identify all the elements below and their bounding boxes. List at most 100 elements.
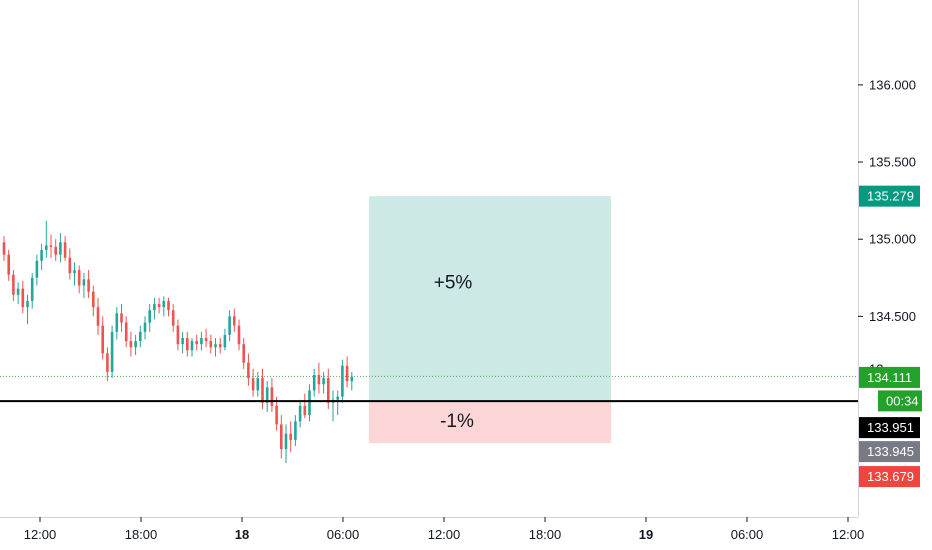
price-axis[interactable]: 136.000 135.500 135.000 134.500 (858, 77, 916, 324)
candle (157, 297, 161, 314)
candle-body (308, 390, 311, 416)
candle (270, 378, 274, 413)
candle (228, 310, 231, 342)
candle (237, 319, 241, 351)
candle-body (157, 304, 161, 308)
candle (148, 304, 151, 332)
candle-body (176, 325, 180, 345)
candle (134, 334, 137, 355)
candle (247, 353, 250, 386)
candle-body (200, 337, 203, 345)
candle (40, 243, 43, 271)
candle-body (186, 337, 189, 351)
candle (341, 359, 344, 403)
candle (30, 273, 34, 309)
candle-body (322, 378, 325, 385)
candle (308, 384, 311, 422)
candle (171, 304, 175, 332)
candle (275, 396, 278, 431)
candle-body (153, 304, 156, 311)
last-price-tag-text: 134.111 (867, 370, 912, 385)
candle (106, 347, 109, 382)
candle-body (223, 334, 227, 348)
candle (143, 316, 147, 340)
candle-body (68, 257, 72, 274)
candle-body (289, 433, 292, 440)
candle (49, 234, 53, 258)
candle (7, 250, 10, 281)
candle (167, 297, 170, 317)
candle (2, 236, 6, 261)
candle (331, 390, 335, 422)
candle (54, 239, 57, 261)
candle (45, 220, 48, 258)
bid-price-tag-bg (859, 441, 920, 463)
candle-body (30, 277, 34, 301)
candle (195, 334, 198, 351)
candle (312, 368, 316, 397)
candle-body (171, 310, 175, 326)
candle (92, 285, 95, 317)
stop-price-tag-text: 133.679 (867, 469, 914, 484)
candle (12, 270, 15, 301)
candle (294, 415, 297, 447)
candle-body (16, 288, 20, 295)
candle (87, 270, 90, 298)
candle (350, 371, 354, 391)
candle-body (124, 322, 128, 342)
candle-body (237, 325, 241, 345)
candle-body (139, 331, 142, 342)
stop-price-tag-bg (859, 466, 920, 488)
candle-body (214, 344, 217, 348)
candle (82, 273, 86, 298)
position-profit-zone[interactable] (369, 196, 611, 402)
candle (317, 362, 321, 394)
candle-body (40, 250, 43, 261)
candle-body (303, 405, 307, 416)
candle-body (218, 344, 222, 348)
candle (186, 331, 189, 357)
candle (190, 337, 194, 357)
candle (284, 424, 288, 463)
price-tick-label: 135.500 (869, 155, 916, 170)
candle-body (190, 341, 194, 351)
candle-body (265, 387, 269, 403)
candle (209, 334, 213, 354)
candle-body (73, 270, 76, 274)
candle (16, 282, 20, 305)
entry-price-tag: 133.951 (859, 417, 920, 439)
time-tick-label: 12:00 (428, 527, 461, 542)
candle-body (115, 313, 119, 332)
candle (223, 328, 227, 351)
candle-body (294, 421, 297, 440)
candle-body (247, 362, 250, 379)
target-price-tag: 135.279 (859, 185, 920, 207)
candle (289, 421, 292, 453)
bid-price-tag-text: 133.945 (867, 444, 914, 459)
candle (101, 316, 104, 360)
time-tick-label: 12:00 (24, 527, 57, 542)
candle (261, 368, 264, 409)
time-axis[interactable]: 12:00 18:00 18 06:00 12:00 18:00 19 06:00 12:00 (24, 517, 865, 542)
candle-body (45, 245, 48, 251)
candle-body (134, 341, 137, 348)
candle (265, 381, 269, 413)
candle (204, 328, 208, 348)
price-tags: 13135.279134.11100:34133.951133.945133.6… (859, 185, 922, 488)
candle-body (261, 378, 264, 403)
candle-body (162, 300, 166, 308)
countdown-tag-text: 00:34 (886, 393, 919, 408)
candle-body (77, 270, 81, 286)
target-price-tag-bg (859, 185, 920, 207)
candles-series (2, 220, 354, 463)
position-profit-label: +5% (434, 272, 473, 293)
position-loss-zone[interactable] (369, 401, 611, 444)
countdown-tag-bg (878, 390, 922, 412)
entry-price-tag-text: 133.951 (867, 420, 914, 435)
candle-body (167, 300, 170, 311)
candle-body (21, 288, 25, 308)
candle (35, 254, 39, 286)
candle (298, 399, 302, 428)
last-price-tag: 134.111 (859, 366, 920, 388)
